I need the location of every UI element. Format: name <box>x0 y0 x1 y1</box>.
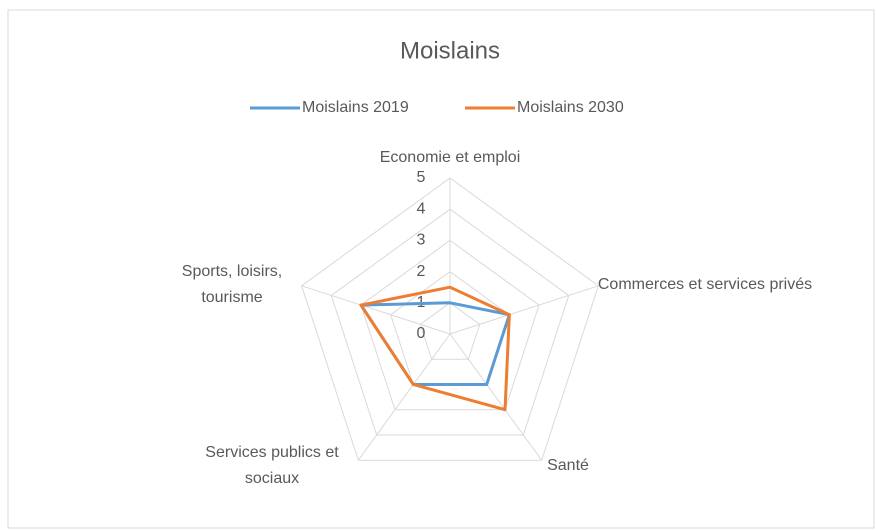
spoke <box>449 285 599 335</box>
series-line <box>359 301 511 386</box>
grid-line <box>301 177 599 461</box>
grid-line <box>360 239 540 411</box>
legend-label: Moislains 2019 <box>302 99 409 116</box>
category-label: Commerces et services privés <box>597 276 813 293</box>
y-tick-label: 2 <box>417 263 426 280</box>
chart-border <box>7 9 875 529</box>
spoke <box>301 285 451 335</box>
y-tick-label: 4 <box>417 200 426 217</box>
chart-title: Moislains <box>400 37 500 64</box>
category-label-box: Santé <box>547 457 589 474</box>
spoke <box>449 333 543 461</box>
series-line <box>359 285 511 412</box>
y-tick-label: 0 <box>417 325 426 342</box>
legend-label: Moislains 2030 <box>517 99 624 116</box>
category-label: Economie et emploi <box>379 149 521 166</box>
spoke <box>357 333 451 461</box>
category-label: Services publics et sociaux <box>205 444 339 487</box>
category-label: Santé <box>547 457 589 474</box>
grid-line <box>330 208 570 436</box>
y-tick-label: 3 <box>417 232 426 249</box>
y-tick-label: 5 <box>417 169 426 186</box>
grid-line <box>419 302 481 360</box>
category-label-box: Sports, loisirs, tourisme <box>181 263 283 306</box>
category-label-box: Economie et emploi <box>379 149 521 166</box>
category-label-box: Services publics et sociaux <box>205 444 339 487</box>
category-label-box: Commerces et services privés <box>597 276 813 293</box>
category-label: Sports, loisirs, tourisme <box>181 263 283 306</box>
